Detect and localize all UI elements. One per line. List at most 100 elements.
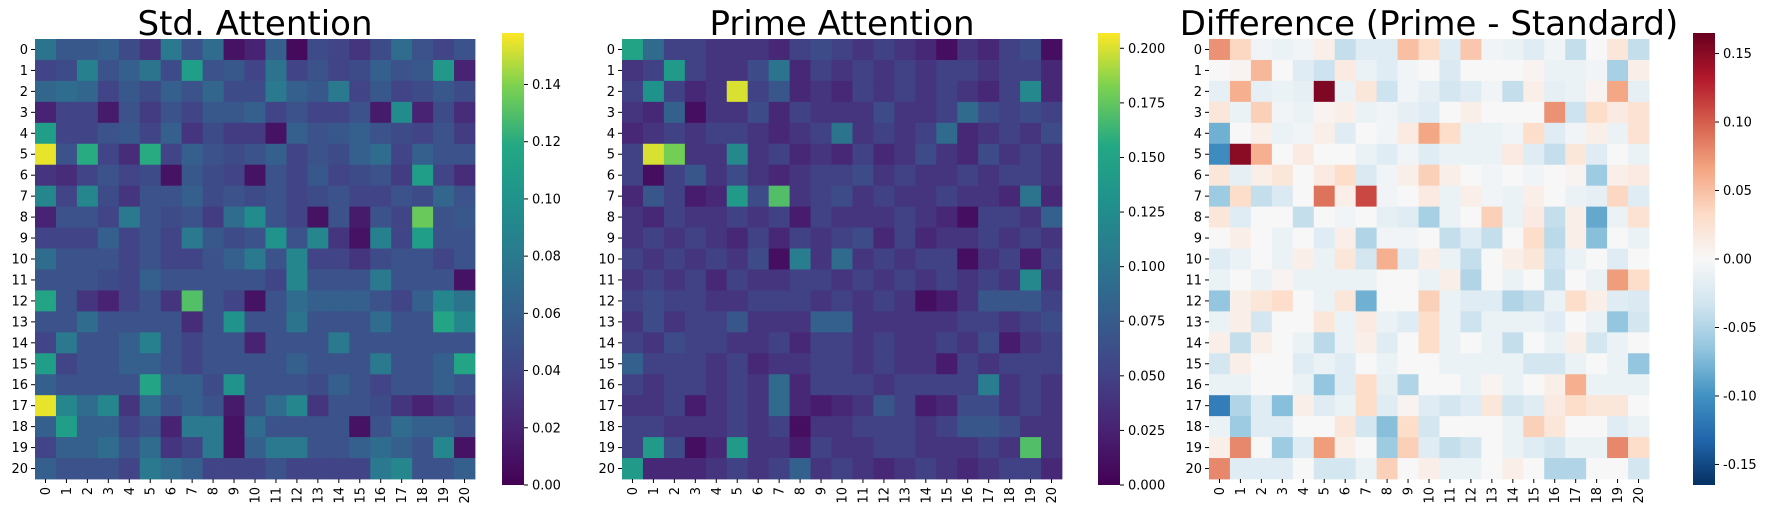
heatmap-cell xyxy=(726,185,749,208)
heatmap-cell xyxy=(1020,311,1042,333)
heatmap-cell xyxy=(852,143,874,166)
heatmap-cell xyxy=(139,395,162,417)
heatmap-cell xyxy=(915,290,937,312)
heatmap-cell xyxy=(810,395,832,417)
heatmap-cell xyxy=(915,39,937,61)
heatmap-cell xyxy=(35,290,57,312)
heatmap-cell xyxy=(139,290,162,312)
x-tick-label: 17 xyxy=(982,487,997,504)
heatmap-cell xyxy=(1376,143,1398,166)
heatmap-cell xyxy=(1502,39,1524,61)
y-tick-label: 18 xyxy=(1185,420,1202,435)
heatmap-cell xyxy=(915,248,937,270)
y-tick-label: 17 xyxy=(598,399,615,414)
heatmap-cell xyxy=(181,185,204,208)
heatmap-cell xyxy=(286,122,308,145)
heatmap-cell xyxy=(1607,206,1629,228)
heatmap-cell xyxy=(1439,39,1461,61)
heatmap-cell xyxy=(622,122,644,145)
heatmap-cell xyxy=(789,290,811,312)
heatmap-cell xyxy=(810,143,832,166)
heatmap-cell xyxy=(202,311,224,333)
heatmap-cell xyxy=(1376,101,1398,124)
heatmap-cell xyxy=(1209,206,1231,228)
heatmap-cell xyxy=(1607,122,1629,145)
heatmap-cell xyxy=(97,353,120,375)
heatmap-cell xyxy=(622,437,644,459)
heatmap-cell xyxy=(915,101,937,124)
heatmap-cell xyxy=(1229,59,1252,82)
heatmap-cell xyxy=(1460,143,1482,166)
heatmap-cell xyxy=(705,269,728,291)
heatmap-cell xyxy=(1586,395,1608,417)
heatmap-cell xyxy=(160,311,183,333)
heatmap-cell xyxy=(957,101,979,124)
heatmap-cell xyxy=(202,248,224,270)
heatmap-cell xyxy=(1502,80,1524,103)
heatmap-cell xyxy=(1565,185,1587,208)
heatmap-cell xyxy=(1292,437,1315,459)
heatmap-cell xyxy=(454,164,476,187)
heatmap-cell xyxy=(1481,269,1503,291)
heatmap-cell xyxy=(1229,311,1252,333)
heatmap-cell xyxy=(1209,227,1231,249)
heatmap-cell xyxy=(663,311,686,333)
heatmap-cell xyxy=(265,332,287,354)
heatmap-cell xyxy=(1271,122,1294,145)
heatmap-cell xyxy=(118,227,141,249)
heatmap-cell xyxy=(1313,374,1336,396)
heatmap-cell xyxy=(328,164,350,187)
heatmap-cell xyxy=(642,332,665,354)
heatmap-cell xyxy=(999,122,1021,145)
colorbar-tick-label: -0.10 xyxy=(1723,389,1757,404)
heatmap-cell xyxy=(1334,80,1357,103)
heatmap-cell xyxy=(139,122,162,145)
heatmap-cell xyxy=(1313,353,1336,375)
heatmap-cell xyxy=(1523,374,1545,396)
heatmap-cell xyxy=(1523,458,1545,480)
heatmap-cell xyxy=(1313,80,1336,103)
heatmap-cell xyxy=(663,353,686,375)
x-tick-label: 9 xyxy=(228,487,243,495)
heatmap-cell xyxy=(1229,416,1252,438)
heatmap-cell xyxy=(349,269,371,291)
heatmap-cell xyxy=(433,39,455,61)
heatmap-cell xyxy=(349,80,371,103)
heatmap-cell xyxy=(642,458,665,480)
heatmap-cell xyxy=(1502,395,1524,417)
heatmap-cell xyxy=(1292,59,1315,82)
x-tick-label: 16 xyxy=(1548,487,1563,504)
heatmap-cell xyxy=(1439,206,1461,228)
heatmap-cell xyxy=(747,206,770,228)
heatmap-cell xyxy=(1397,122,1419,145)
heatmap-cell xyxy=(160,143,183,166)
heatmap-cell xyxy=(391,101,413,124)
heatmap-cell xyxy=(1020,416,1042,438)
heatmap-cell xyxy=(1250,332,1273,354)
heatmap-cell xyxy=(1418,227,1440,249)
colorbar-tick-label: 0.10 xyxy=(1723,116,1752,131)
heatmap-cell xyxy=(1628,206,1650,228)
heatmap-cell xyxy=(1439,374,1461,396)
heatmap-cell xyxy=(1565,80,1587,103)
heatmap-cell xyxy=(810,437,832,459)
heatmap-cell xyxy=(1418,269,1440,291)
heatmap-cell xyxy=(454,39,476,61)
heatmap-cell xyxy=(1439,122,1461,145)
heatmap-cell xyxy=(1334,206,1357,228)
heatmap-cell xyxy=(1607,374,1629,396)
heatmap-cell xyxy=(1607,101,1629,124)
heatmap-cell xyxy=(55,437,78,459)
heatmap-cell xyxy=(705,185,728,208)
heatmap-cell xyxy=(370,206,392,228)
heatmap-cell xyxy=(1313,248,1336,270)
heatmap-cell xyxy=(55,206,78,228)
heatmap-cell xyxy=(1607,227,1629,249)
heatmap-cell xyxy=(454,143,476,166)
heatmap-cell xyxy=(684,332,707,354)
heatmap-cell xyxy=(831,248,853,270)
heatmap-cell xyxy=(1334,39,1357,61)
heatmap-cell xyxy=(768,185,791,208)
heatmap-cell xyxy=(97,395,120,417)
heatmap-cell xyxy=(265,206,287,228)
